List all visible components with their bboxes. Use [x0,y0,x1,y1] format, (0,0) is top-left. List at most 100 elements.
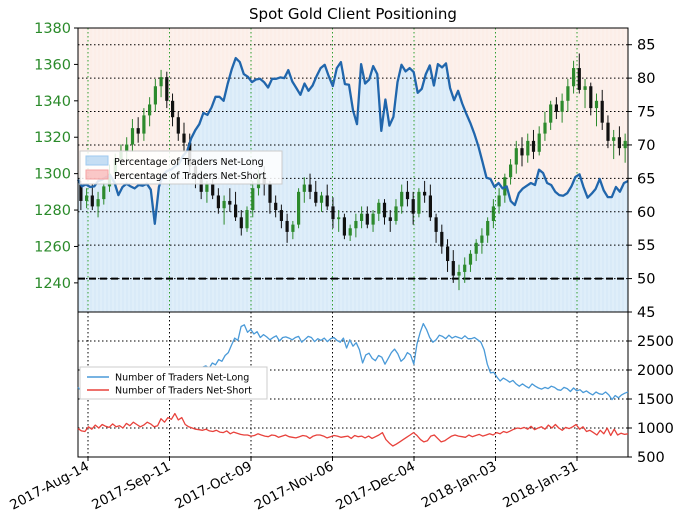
candle-body [222,200,226,209]
x-axis-tick-label: 2017-Aug-14 [7,458,92,512]
candle-body [182,133,186,143]
lower-axis-tick-label: 1000 [637,421,674,437]
right-axis-tick-label: 60 [637,205,655,221]
candle-body [354,220,358,229]
candle-body [291,224,295,232]
candle-body [136,128,140,134]
lower-legend-box [79,366,268,400]
candle-body [617,137,621,149]
candle-body [325,195,329,207]
candle-body [228,200,232,205]
candle-body [572,68,576,87]
candle-body [142,115,146,134]
candle-body [377,202,381,214]
candle-body [234,204,238,218]
candle-body [486,220,490,236]
candle-body [509,164,513,178]
candle-body [342,217,346,236]
candle-body [428,195,432,218]
right-axis-tick-label: 75 [637,105,655,121]
left-axis-tick-label: 1260 [34,239,71,255]
net-long-area [78,58,628,312]
candle-body [216,195,220,209]
right-axis-tick-label: 65 [637,171,655,187]
legend-label: Percentage of Traders Net-Long [114,157,264,168]
x-axis-tick-label: 2017-Nov-06 [252,458,337,512]
candle-body [211,184,215,196]
candle-body [331,206,335,220]
candle-body [434,217,438,232]
candle-body [319,195,324,203]
candle-body [371,213,375,225]
candle-body [623,140,627,149]
candle-body [245,210,249,229]
candle-body [606,122,610,141]
candle-body [382,202,387,218]
legend-swatch [85,155,109,166]
lower-axis-tick-label: 500 [637,450,665,466]
candle-body [337,217,341,220]
candle-body [308,184,312,192]
candle-body [297,191,301,225]
candle-body [153,86,157,105]
candle-body [205,184,209,192]
candle-body [583,86,587,90]
candle-body [314,191,318,203]
x-axis-tick-label: 2018-Jan-31 [500,458,581,511]
candle-body [480,235,484,243]
candle-body [554,104,558,112]
candle-body [394,206,398,221]
candle-body [251,188,255,211]
candle-body [491,206,495,221]
right-axis-tick-label: 50 [637,272,655,288]
lower-legend: Number of Traders Net-Long Number of Trad… [79,366,268,400]
candle-body [90,195,94,207]
right-axis-tick-label: 85 [637,38,655,54]
candle-body [85,195,89,201]
left-axis-tick-label: 1240 [34,276,71,292]
lower-axis-tick-label: 2000 [637,363,674,379]
left-axis-tick-label: 1300 [34,167,71,183]
legend-label: Percentage of Traders Net-Short [114,171,266,182]
candle-body [360,213,364,221]
candle-body [400,191,404,207]
candle-body [594,100,599,109]
candle-body [423,191,427,196]
legend-label: Number of Traders Net-Long [115,373,249,384]
candle-body [457,271,461,276]
candle-body [600,100,604,123]
chart-title: Spot Gold Client Positioning [249,5,457,23]
candle-body [159,77,163,87]
candle-body [279,210,283,221]
candle-body [96,199,100,207]
legend-label: Number of Traders Net-Short [115,386,252,397]
candle-body [612,137,616,141]
candle-body [165,77,169,101]
left-axis-tick-label: 1340 [34,94,71,110]
candle-body [589,86,593,109]
candle-body [440,231,444,247]
candle-body [102,186,106,200]
left-axis-tick-label: 1360 [34,57,71,73]
candle-body [566,86,570,101]
candle-body [274,202,278,211]
candle-body [388,217,392,221]
x-axis-tick-label: 2017-Sep-11 [89,458,173,512]
candle-body [549,104,553,123]
candle-body [171,100,175,118]
x-axis-tick-label: 2017-Dec-04 [333,458,418,512]
lower-axis-tick-label: 2500 [637,334,674,350]
right-axis-tick-label: 55 [637,238,655,254]
candle-body [577,68,581,90]
right-axis-tick-label: 80 [637,71,655,87]
candle-body [348,228,352,236]
candle-body [451,261,455,276]
candle-body [176,117,180,134]
candle-body [268,184,272,203]
candle-body [125,144,129,152]
candle-body [543,122,547,134]
candle-body [560,100,564,112]
candle-body [526,140,530,156]
candle-body [463,264,467,272]
